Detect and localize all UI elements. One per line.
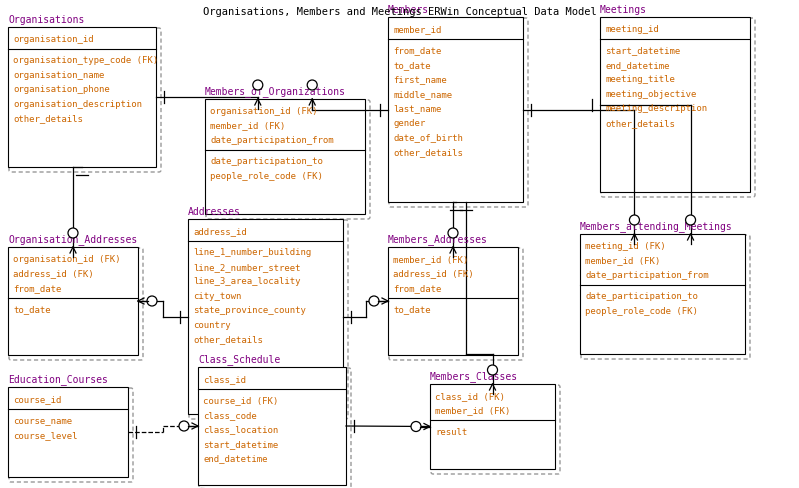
- Text: organisation_description: organisation_description: [13, 100, 142, 108]
- Text: course_id: course_id: [13, 394, 62, 403]
- Text: organisation_id (FK): organisation_id (FK): [210, 106, 317, 116]
- Text: to_date: to_date: [13, 305, 50, 314]
- Bar: [188, 220, 343, 414]
- Text: class_id (FK): class_id (FK): [435, 391, 505, 400]
- Text: Addresses: Addresses: [188, 206, 240, 217]
- Bar: [388, 247, 518, 355]
- Bar: [8, 387, 128, 477]
- Text: member_id (FK): member_id (FK): [585, 256, 660, 264]
- Text: other_details: other_details: [13, 114, 83, 123]
- Circle shape: [487, 365, 498, 375]
- Bar: [388, 18, 523, 203]
- Text: Members_attending_Meetings: Members_attending_Meetings: [580, 221, 733, 231]
- Text: end_datetime: end_datetime: [605, 61, 670, 70]
- Text: Organisation_Addresses: Organisation_Addresses: [8, 234, 137, 244]
- Text: Meetings: Meetings: [600, 5, 647, 15]
- Bar: [8, 28, 156, 168]
- Text: end_datetime: end_datetime: [203, 453, 268, 462]
- Text: meeting_id (FK): meeting_id (FK): [585, 241, 666, 250]
- Text: Members_Classes: Members_Classes: [430, 370, 518, 381]
- Text: date_participation_to: date_participation_to: [210, 157, 323, 166]
- Text: other_details: other_details: [193, 335, 263, 344]
- Circle shape: [252, 81, 263, 91]
- Bar: [430, 384, 555, 469]
- Circle shape: [179, 421, 189, 431]
- Text: member_id: member_id: [393, 25, 441, 34]
- Text: organisation_id: organisation_id: [13, 35, 93, 43]
- Text: meeting_id: meeting_id: [605, 25, 658, 34]
- Text: line_3_area_locality: line_3_area_locality: [193, 277, 300, 285]
- Text: start_datetime: start_datetime: [203, 439, 278, 448]
- Bar: [198, 367, 346, 485]
- Text: last_name: last_name: [393, 104, 441, 113]
- Text: country: country: [193, 320, 231, 329]
- Text: result: result: [435, 427, 467, 436]
- Text: line_1_number_building: line_1_number_building: [193, 248, 312, 257]
- Circle shape: [68, 228, 78, 239]
- Text: state_province_county: state_province_county: [193, 305, 306, 315]
- Text: Class_Schedule: Class_Schedule: [198, 353, 280, 364]
- Text: to_date: to_date: [393, 305, 431, 314]
- Text: from_date: from_date: [393, 283, 441, 292]
- Text: date_participation_from: date_participation_from: [210, 136, 334, 144]
- Text: first_name: first_name: [393, 75, 447, 84]
- Text: meeting_objective: meeting_objective: [605, 90, 697, 99]
- Circle shape: [686, 216, 696, 225]
- Text: course_level: course_level: [13, 430, 78, 439]
- Text: member_id (FK): member_id (FK): [210, 121, 285, 130]
- Text: course_id (FK): course_id (FK): [203, 395, 278, 405]
- Text: organisation_name: organisation_name: [13, 71, 105, 80]
- Text: date_of_birth: date_of_birth: [393, 133, 463, 142]
- Text: class_id: class_id: [203, 374, 246, 383]
- Bar: [580, 235, 745, 354]
- Text: other_details: other_details: [605, 119, 675, 127]
- Text: meeting_description: meeting_description: [605, 104, 707, 113]
- Text: organisation_phone: organisation_phone: [13, 85, 109, 94]
- Bar: [205, 100, 365, 215]
- Text: middle_name: middle_name: [393, 90, 452, 99]
- Circle shape: [369, 296, 379, 306]
- Text: Education_Courses: Education_Courses: [8, 373, 108, 384]
- Text: city_town: city_town: [193, 291, 241, 300]
- Text: address_id (FK): address_id (FK): [393, 269, 474, 278]
- Text: address_id (FK): address_id (FK): [13, 269, 93, 278]
- Text: organisation_type_code (FK): organisation_type_code (FK): [13, 56, 158, 65]
- Text: people_role_code (FK): people_role_code (FK): [585, 306, 698, 315]
- Text: from_date: from_date: [393, 46, 441, 55]
- Text: to_date: to_date: [393, 61, 431, 70]
- Circle shape: [307, 81, 317, 91]
- Circle shape: [630, 216, 639, 225]
- Circle shape: [448, 228, 458, 239]
- Bar: [600, 18, 750, 193]
- Text: class_location: class_location: [203, 425, 278, 433]
- Text: people_role_code (FK): people_role_code (FK): [210, 171, 323, 181]
- Text: class_code: class_code: [203, 410, 256, 419]
- Text: organisation_id (FK): organisation_id (FK): [13, 254, 121, 263]
- Text: meeting_title: meeting_title: [605, 75, 675, 84]
- Text: line_2_number_street: line_2_number_street: [193, 262, 300, 271]
- Circle shape: [147, 296, 157, 306]
- Text: Organisations: Organisations: [8, 15, 85, 25]
- Text: Organisations, Members and Meetings ERWin Conceptual Data Model: Organisations, Members and Meetings ERWi…: [203, 7, 596, 17]
- Text: date_participation_to: date_participation_to: [585, 292, 698, 301]
- Text: Members_of_Organizations: Members_of_Organizations: [205, 86, 346, 97]
- Text: member_id (FK): member_id (FK): [435, 406, 511, 414]
- Text: other_details: other_details: [393, 147, 463, 157]
- Text: member_id (FK): member_id (FK): [393, 254, 468, 263]
- Text: gender: gender: [393, 119, 425, 127]
- Circle shape: [411, 422, 421, 431]
- Text: date_participation_from: date_participation_from: [585, 270, 709, 279]
- Bar: [8, 247, 138, 355]
- Text: from_date: from_date: [13, 283, 62, 292]
- Text: start_datetime: start_datetime: [605, 46, 680, 55]
- Text: course_name: course_name: [13, 415, 72, 425]
- Text: Members_Addresses: Members_Addresses: [388, 234, 488, 244]
- Text: Members: Members: [388, 5, 429, 15]
- Text: address_id: address_id: [193, 226, 247, 235]
